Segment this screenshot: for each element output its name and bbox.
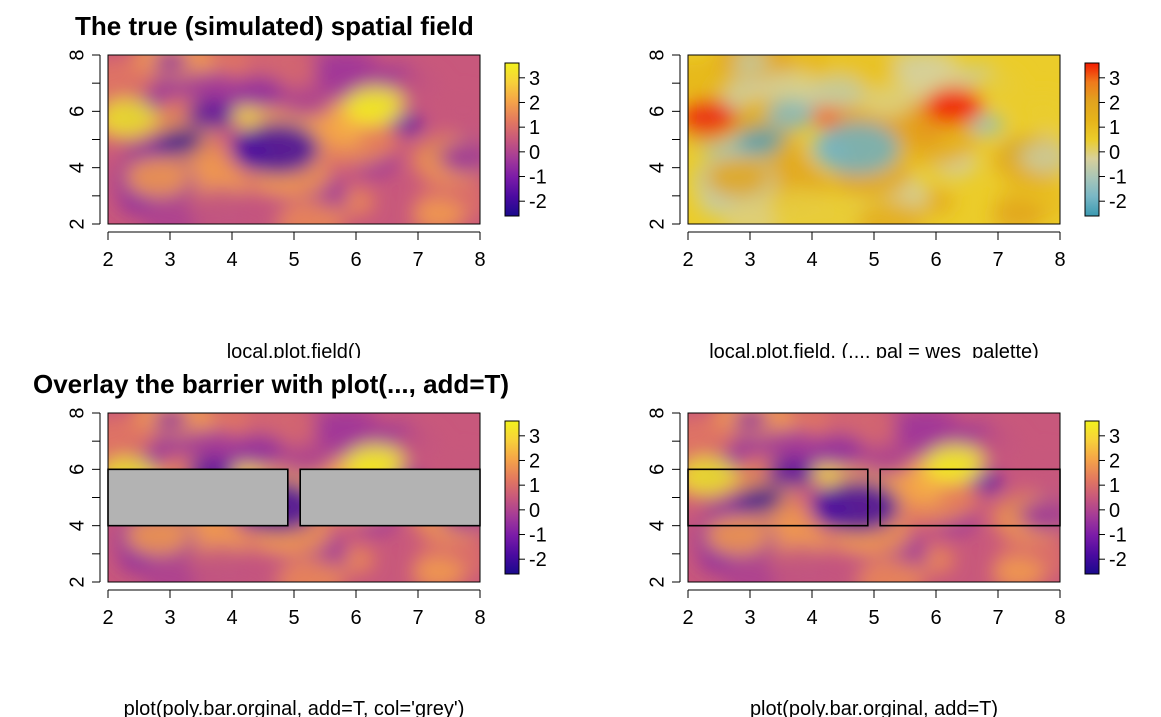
x-tick-label: 7 <box>992 607 1003 629</box>
barrier-polygon-1 <box>107 468 289 527</box>
y-tick-label: 4 <box>646 520 668 531</box>
colorbar-tick-label: 3 <box>1109 68 1120 90</box>
colorbar-tick-label: -2 <box>1109 549 1127 571</box>
plot-frame <box>687 412 1061 583</box>
colorbar-tick-label: -2 <box>529 549 547 571</box>
y-tick-label: 2 <box>646 576 668 587</box>
x-tick-label: 5 <box>288 249 299 271</box>
plot-frame <box>107 412 481 583</box>
x-tick-label: 4 <box>226 607 237 629</box>
x-axis-label: plot(poly.bar.orginal, add=T, col='grey'… <box>124 698 465 717</box>
colorbar-tick-label: 2 <box>529 92 540 114</box>
y-tick-label: 6 <box>66 106 88 117</box>
colorbar-tick-label: -2 <box>529 191 547 213</box>
colorbar <box>1084 420 1100 575</box>
colorbar <box>504 62 520 217</box>
x-axis-label: local.plot.field. (..., pal = wes_palett… <box>709 341 1039 363</box>
colorbar-tick-label: 3 <box>529 426 540 448</box>
y-tick-label: 8 <box>646 49 668 60</box>
x-tick-label: 6 <box>930 249 941 271</box>
chart-panel-4: 2 3 4 5 6 7 824683210-1-2plot(poly.bar.orginal… <box>646 407 1127 717</box>
colorbar-tick-label: 0 <box>529 142 540 164</box>
colorbar <box>1084 62 1100 217</box>
x-tick-label: 3 <box>744 607 755 629</box>
colorbar-tick-label: 1 <box>1109 117 1120 139</box>
colorbar-tick-label: -1 <box>529 167 547 189</box>
plot-frame <box>687 54 1061 225</box>
x-tick-label: 8 <box>474 607 485 629</box>
y-tick-label: 6 <box>646 106 668 117</box>
x-tick-label: 7 <box>992 249 1003 271</box>
colorbar <box>504 420 520 575</box>
y-tick-label: 4 <box>66 520 88 531</box>
y-tick-label: 8 <box>66 49 88 60</box>
x-tick-label: 4 <box>806 249 817 271</box>
y-tick-label: 2 <box>66 576 88 587</box>
colorbar-tick-label: -2 <box>1109 191 1127 213</box>
x-tick-label: 5 <box>868 607 879 629</box>
colorbar-tick-label: -1 <box>1109 525 1127 547</box>
panel-title: The true (simulated) spatial field <box>75 11 474 41</box>
y-tick-label: 8 <box>66 407 88 418</box>
colorbar-tick-label: 2 <box>1109 450 1120 472</box>
field-surface <box>688 413 1060 582</box>
x-tick-label: 6 <box>350 607 361 629</box>
panel-title: Overlay the barrier with plot(..., add=T… <box>33 369 509 399</box>
colorbar-tick-label: -1 <box>1109 167 1127 189</box>
x-tick-label: 6 <box>350 249 361 271</box>
colorbar-tick-label: 0 <box>1109 142 1120 164</box>
colorbar-tick-label: 1 <box>529 117 540 139</box>
x-tick-label: 4 <box>806 607 817 629</box>
barrier-polygon-2 <box>299 468 481 527</box>
x-tick-label: 3 <box>164 249 175 271</box>
x-tick-label: 5 <box>868 249 879 271</box>
x-axis-label: local.plot.field() <box>227 341 362 363</box>
y-tick-label: 2 <box>66 218 88 229</box>
colorbar-tick-label: 3 <box>529 68 540 90</box>
x-tick-label: 7 <box>412 249 423 271</box>
colorbar-tick-label: 0 <box>1109 500 1120 522</box>
colorbar-tick-label: 3 <box>1109 426 1120 448</box>
field-surface <box>108 55 480 224</box>
colorbar-tick-label: 2 <box>1109 92 1120 114</box>
plot-frame <box>107 54 481 225</box>
x-tick-label: 7 <box>412 607 423 629</box>
y-tick-label: 4 <box>646 162 668 173</box>
y-tick-label: 6 <box>66 464 88 475</box>
colorbar-tick-label: 2 <box>529 450 540 472</box>
x-tick-label: 8 <box>1054 607 1065 629</box>
x-tick-label: 8 <box>1054 249 1065 271</box>
x-tick-label: 4 <box>226 249 237 271</box>
colorbar-tick-label: 1 <box>529 475 540 497</box>
x-tick-label: 6 <box>930 607 941 629</box>
x-tick-label: 2 <box>682 607 693 629</box>
y-tick-label: 6 <box>646 464 668 475</box>
x-tick-label: 5 <box>288 607 299 629</box>
y-tick-label: 2 <box>646 218 668 229</box>
colorbar-tick-label: 0 <box>529 500 540 522</box>
y-tick-label: 4 <box>66 162 88 173</box>
x-tick-label: 2 <box>102 607 113 629</box>
x-tick-label: 8 <box>474 249 485 271</box>
x-tick-label: 2 <box>102 249 113 271</box>
x-tick-label: 3 <box>744 249 755 271</box>
x-axis-label: plot(poly.bar.orginal, add=T) <box>750 698 998 717</box>
y-tick-label: 8 <box>646 407 668 418</box>
x-tick-label: 3 <box>164 607 175 629</box>
colorbar-tick-label: -1 <box>529 525 547 547</box>
colorbar-tick-label: 1 <box>1109 475 1120 497</box>
panel-divider-mask <box>0 358 1161 368</box>
field-surface <box>688 55 1060 224</box>
x-tick-label: 2 <box>682 249 693 271</box>
